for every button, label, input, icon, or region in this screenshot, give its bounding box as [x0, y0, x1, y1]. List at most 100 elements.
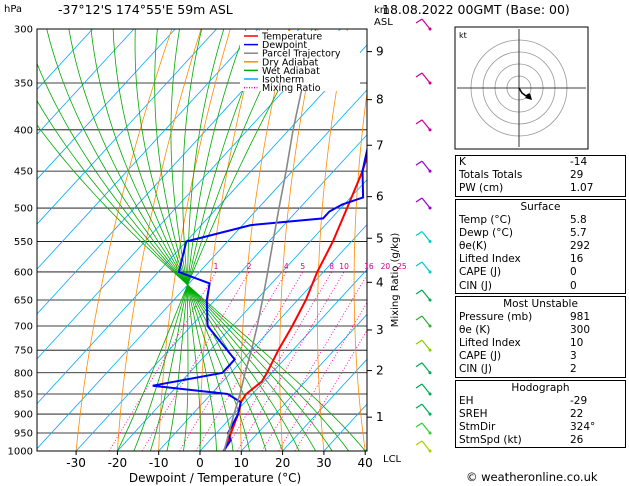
km-tick-label: 3: [376, 323, 384, 337]
isotherm: [241, 313, 367, 451]
isotherm: [37, 29, 135, 135]
wind-barb: [421, 261, 431, 273]
hodograph: kt: [454, 26, 589, 150]
dry-adiabat: [117, 29, 202, 451]
stat-row: CAPE (J) 0: [459, 266, 577, 279]
pressure-tick-label: 600: [14, 267, 33, 278]
pressure-tick-label: 350: [14, 79, 33, 90]
pressure-tick-label: 650: [14, 296, 33, 307]
wind-barb: [421, 18, 431, 30]
hodograph-title: Hodograph: [511, 381, 570, 394]
series-dewpoint: [152, 146, 367, 451]
wet-adiabat: [182, 29, 203, 451]
wind-barb: [421, 231, 431, 242]
wind-barb: [421, 197, 431, 209]
km-tick-label: 5: [376, 231, 384, 245]
hodograph-stats-box: Hodograph EH -29 SREH 22 StmDir 324° StmSpd…: [455, 379, 626, 449]
stat-row: SREH 22: [459, 407, 584, 420]
wind-barb: [421, 160, 431, 172]
wet-adiabat: [150, 29, 269, 451]
wind-barb: [421, 362, 431, 374]
stat-row: θe(K) 292: [459, 239, 591, 252]
pressure-tick-label: 450: [14, 167, 33, 178]
wet-adiabat: [68, 29, 300, 451]
wind-barb: [421, 72, 431, 84]
legend-background: [240, 31, 360, 91]
stat-row: Lifted Index 10: [459, 337, 584, 350]
hodograph-trace: [518, 87, 530, 97]
stat-row: Totals Totals 29: [459, 169, 584, 182]
y-axis-label-right: Mixing Ratio (g/kg): [390, 233, 401, 328]
pressure-unit: hPa: [4, 4, 22, 15]
legend-entry: Parcel Trajectory: [262, 49, 341, 60]
wind-barb-dot: [428, 270, 432, 274]
wind-barb-flag: [415, 197, 423, 203]
surface-title: Surface: [520, 200, 561, 213]
pressure-tick-label: 700: [14, 321, 33, 332]
x-tick-label: -10: [149, 456, 169, 470]
stat-row: CIN (J) 0: [459, 279, 577, 292]
station-location: -37°12'S 174°55'E 59m ASL: [58, 2, 233, 17]
wet-adiabat: [154, 29, 234, 451]
x-tick-label: 10: [234, 456, 249, 470]
wind-barb: [421, 315, 431, 327]
wet-adiabat: [134, 29, 250, 451]
stat-row: K -14: [459, 156, 588, 168]
stat-row: StmDir 324°: [459, 421, 596, 433]
pressure-tick-label: 750: [14, 346, 33, 357]
most-unstable-title: Most Unstable: [503, 297, 578, 310]
wind-barb-flag: [415, 440, 423, 446]
mixing-ratio-line: [278, 301, 367, 451]
wind-barb-dot: [428, 239, 432, 243]
wind-barb: [421, 440, 431, 452]
stat-row: StmSpd (kt) 26: [459, 434, 584, 447]
stat-row: EH -29: [459, 394, 588, 407]
series-parcel-trajectory: [223, 29, 317, 451]
mixing-ratio-label: 2: [247, 262, 252, 271]
km-tick-label: 1: [376, 410, 384, 424]
surface-box: Surface Temp (°C) 5.8 Dewp (°C) 5.7 θe(K) 2…: [455, 198, 626, 294]
wind-barb-dot: [428, 449, 432, 453]
dry-adiabat: [279, 29, 319, 451]
wind-barb-flag: [415, 18, 423, 24]
plot-frame: [36, 28, 368, 452]
mixing-ratio-label: 8: [329, 262, 334, 271]
wind-barb-flag: [415, 261, 423, 267]
wind-barb: [421, 403, 431, 415]
isotherm: [282, 358, 367, 451]
stat-row: CAPE (J) 3: [459, 350, 577, 363]
wet-adiabat: [37, 62, 333, 451]
wet-adiabat: [133, 29, 291, 451]
km-tick-label: 2: [376, 364, 384, 378]
pressure-tick-label: 950: [14, 429, 33, 440]
km-unit: km: [374, 5, 390, 16]
legend-entry: Dewpoint: [262, 40, 307, 51]
wind-barb-flag: [415, 119, 423, 125]
stat-row: PW (cm) 1.07: [459, 182, 594, 195]
wind-barb-flag: [415, 422, 423, 428]
km-tick-label: 4: [376, 275, 384, 289]
km-tick-label: 9: [376, 45, 384, 59]
wind-barb: [421, 289, 431, 301]
mixing-ratio-label: 10: [339, 262, 349, 271]
wind-barb-flag: [415, 403, 423, 409]
wind-barb-dot: [428, 348, 432, 352]
wind-barb-dot: [428, 431, 432, 435]
isotherm: [37, 29, 300, 315]
indices-box: K -14 Totals Totals 29 PW (cm) 1.07: [455, 155, 626, 197]
wind-barb-dot: [428, 371, 432, 375]
wet-adiabat: [37, 124, 366, 451]
km-tick-label: 7: [376, 138, 384, 152]
isotherm: [37, 29, 259, 270]
stat-row: Dewp (°C) 5.7: [459, 226, 587, 239]
legend-entry: Mixing Ratio: [262, 83, 321, 94]
wind-barb-dot: [428, 392, 432, 396]
isotherm: [37, 29, 176, 180]
pressure-tick-label: 1000: [8, 447, 33, 458]
wind-barb-flag: [415, 362, 423, 368]
isotherm: [37, 89, 367, 450]
wind-barb-flag: [415, 72, 423, 78]
hodograph-unit: kt: [459, 31, 467, 40]
stat-row: Temp (°C) 5.8: [459, 213, 587, 226]
forecast-datetime: 18.08.2022 00GMT (Base: 00): [382, 2, 570, 17]
